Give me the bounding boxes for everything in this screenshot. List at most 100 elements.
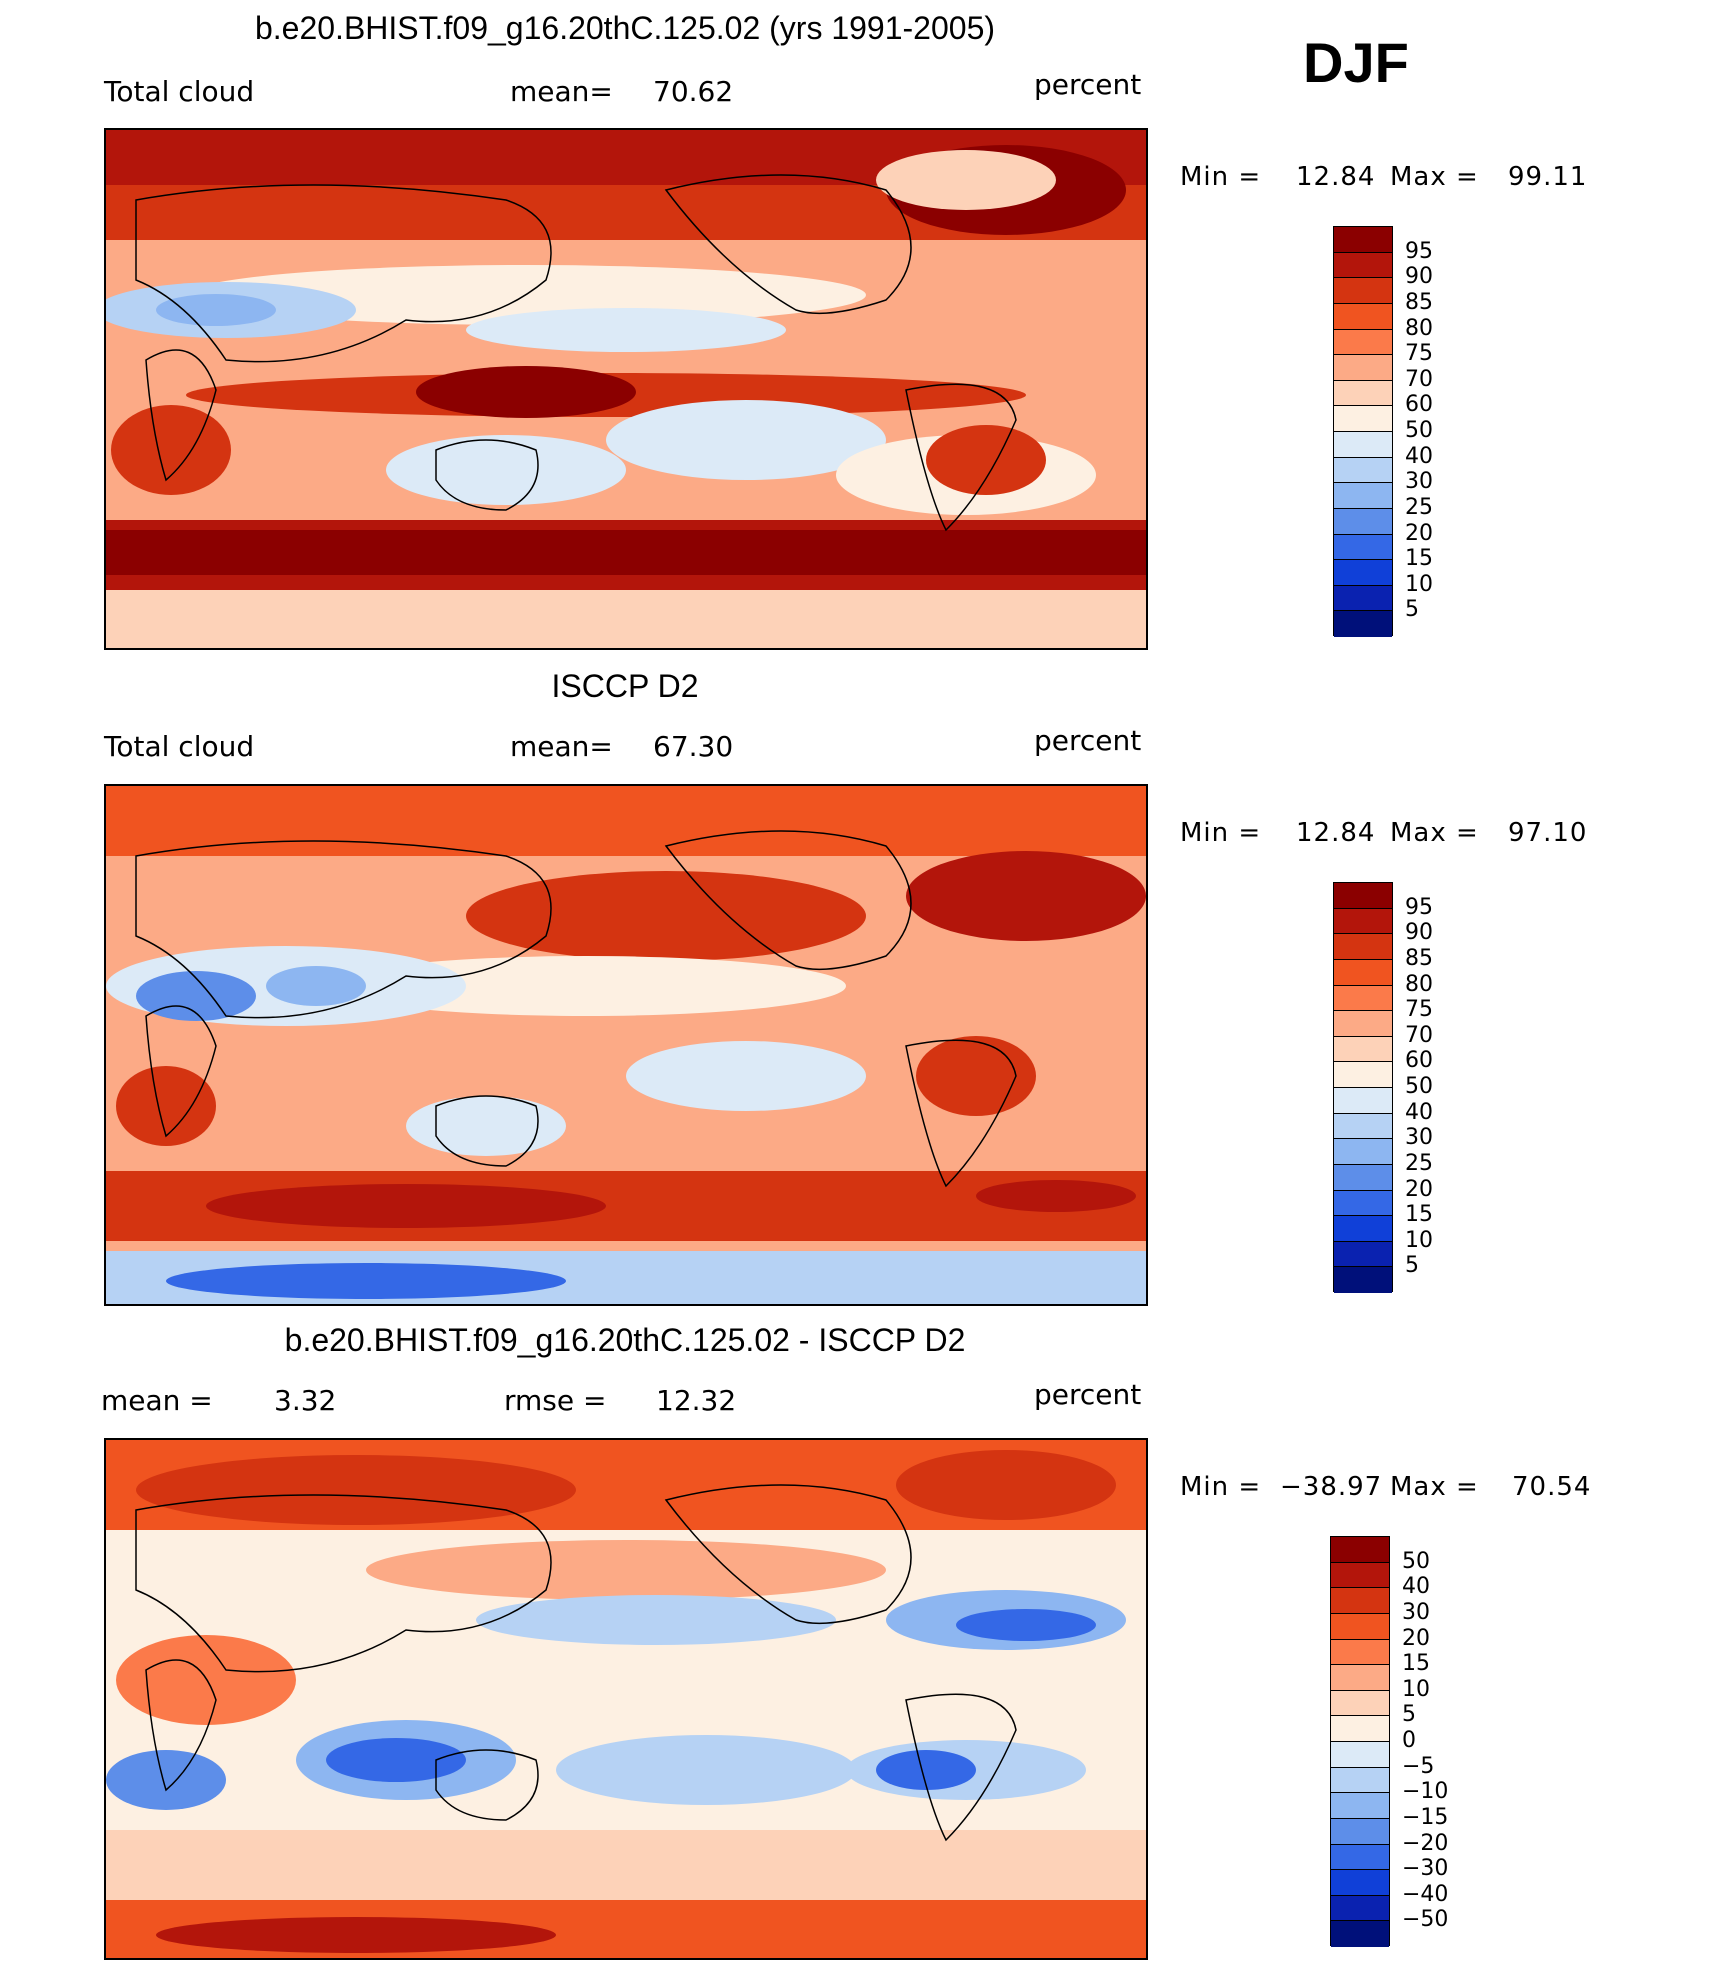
colorbar-swatch <box>1331 1562 1389 1589</box>
map-band <box>876 150 1056 210</box>
continent-outline-australia <box>435 439 539 511</box>
colorbar-swatch <box>1334 1139 1392 1165</box>
panel2-map <box>104 784 1148 1306</box>
colorbar-swatch <box>1331 1767 1389 1794</box>
colorbar-swatch <box>1331 1537 1389 1563</box>
colorbar-swatch <box>1334 1241 1392 1268</box>
map-band <box>956 1609 1096 1641</box>
colorbar-swatch <box>1331 1690 1389 1717</box>
continent-outline-africa <box>145 1659 217 1792</box>
colorbar-tick-label: 40 <box>1405 443 1433 469</box>
panel2-mean-label: mean= <box>510 730 613 763</box>
panel3-mean-label: mean = <box>101 1384 213 1417</box>
colorbar-tick-label: 70 <box>1405 366 1433 392</box>
colorbar-swatch <box>1331 1870 1389 1896</box>
panel3-title: b.e20.BHIST.f09_g16.20thC.125.02 - ISCCP… <box>284 1322 966 1358</box>
colorbar-swatch <box>1334 1036 1392 1063</box>
colorbar-tick-label: 15 <box>1402 1651 1430 1677</box>
colorbar-swatch <box>1334 585 1392 612</box>
colorbar-swatch <box>1334 432 1392 458</box>
colorbar-swatch <box>1331 1742 1389 1768</box>
colorbar-swatch <box>1334 908 1392 935</box>
colorbar-swatch <box>1331 1895 1389 1922</box>
colorbar-swatch <box>1331 1665 1389 1691</box>
colorbar-swatch <box>1334 560 1392 586</box>
colorbar-swatch <box>1334 1267 1392 1293</box>
colorbar-swatch <box>1331 1921 1389 1947</box>
colorbar-tick-label: 75 <box>1405 341 1433 367</box>
colorbar-swatch <box>1334 303 1392 330</box>
colorbar-tick-label: 85 <box>1405 289 1433 315</box>
map-band <box>386 435 626 505</box>
colorbar-swatch <box>1331 1818 1389 1845</box>
colorbar-swatch <box>1334 934 1392 960</box>
panel3-rmse-value: 12.32 <box>656 1384 737 1417</box>
map-band <box>326 1738 466 1782</box>
colorbar-tick-label: 10 <box>1405 571 1433 597</box>
colorbar-tick-label: −50 <box>1402 1907 1449 1933</box>
panel2-variable-label: Total cloud <box>104 730 255 763</box>
colorbar-swatch <box>1331 1716 1389 1742</box>
colorbar-tick-label: 15 <box>1405 1202 1433 1228</box>
map-band <box>406 1096 566 1156</box>
map-band <box>266 966 366 1006</box>
colorbar-swatch <box>1331 1613 1389 1640</box>
panel2-min-value: 12.84 <box>1296 818 1376 848</box>
continent-outline-australia <box>435 1095 539 1167</box>
panel3-min-label: Min = <box>1180 1472 1262 1502</box>
map-band <box>896 1450 1116 1520</box>
colorbar-tick-label: 80 <box>1405 315 1433 341</box>
panel3-colorbar <box>1330 1536 1390 1947</box>
panel1-map <box>104 128 1148 650</box>
colorbar-tick-label: 5 <box>1402 1702 1416 1728</box>
colorbar-tick-label: 80 <box>1405 971 1433 997</box>
colorbar-tick-label: 20 <box>1405 520 1433 546</box>
colorbar-tick-label: 50 <box>1402 1548 1430 1574</box>
colorbar-tick-label: 10 <box>1402 1676 1430 1702</box>
colorbar-swatch <box>1331 1793 1389 1819</box>
colorbar-swatch <box>1334 1088 1392 1114</box>
colorbar-swatch <box>1334 1113 1392 1140</box>
panel1-variable-label: Total cloud <box>104 75 255 108</box>
map-band <box>166 1263 566 1299</box>
colorbar-swatch <box>1334 611 1392 637</box>
map-band <box>116 1635 296 1725</box>
panel2-map-svg <box>106 786 1146 1304</box>
panel2-max-label: Max = <box>1390 818 1479 848</box>
panel3-units: percent <box>1034 1378 1142 1411</box>
colorbar-tick-label: 90 <box>1405 920 1433 946</box>
colorbar-swatch <box>1334 278 1392 304</box>
map-band <box>466 308 786 352</box>
continent-outline-south-america <box>905 383 1017 532</box>
colorbar-tick-label: 60 <box>1405 1048 1433 1074</box>
colorbar-swatch <box>1334 483 1392 509</box>
colorbar-swatch <box>1331 1588 1389 1614</box>
panel1-mean-value: 70.62 <box>653 75 734 108</box>
colorbar-tick-label: 0 <box>1402 1728 1416 1753</box>
continent-outline-south-america <box>905 1693 1017 1842</box>
colorbar-swatch <box>1331 1639 1389 1666</box>
map-band <box>976 1180 1136 1212</box>
map-band <box>366 1540 886 1600</box>
panel3-map <box>104 1438 1148 1960</box>
panel3-max-label: Max = <box>1390 1472 1479 1502</box>
continent-outline-africa <box>145 349 217 482</box>
colorbar-tick-label: 85 <box>1405 945 1433 971</box>
colorbar-tick-label: 95 <box>1405 238 1433 264</box>
map-band <box>106 1830 1146 1900</box>
continent-outline-north-america <box>664 1484 912 1625</box>
colorbar-swatch <box>1334 355 1392 381</box>
colorbar-tick-label: 30 <box>1402 1599 1430 1625</box>
colorbar-swatch <box>1334 1216 1392 1242</box>
map-band <box>626 1041 866 1111</box>
panel2-max-value: 97.10 <box>1508 818 1588 848</box>
colorbar-tick-label: 10 <box>1405 1227 1433 1253</box>
map-band <box>416 366 636 418</box>
colorbar-tick-label: 15 <box>1405 546 1433 572</box>
map-band <box>466 871 866 961</box>
continent-outline-north-america <box>664 830 912 971</box>
panel3-map-svg <box>106 1440 1146 1958</box>
map-band <box>156 294 276 326</box>
panel1-colorbar <box>1333 226 1393 637</box>
colorbar-tick-label: 50 <box>1405 418 1433 443</box>
